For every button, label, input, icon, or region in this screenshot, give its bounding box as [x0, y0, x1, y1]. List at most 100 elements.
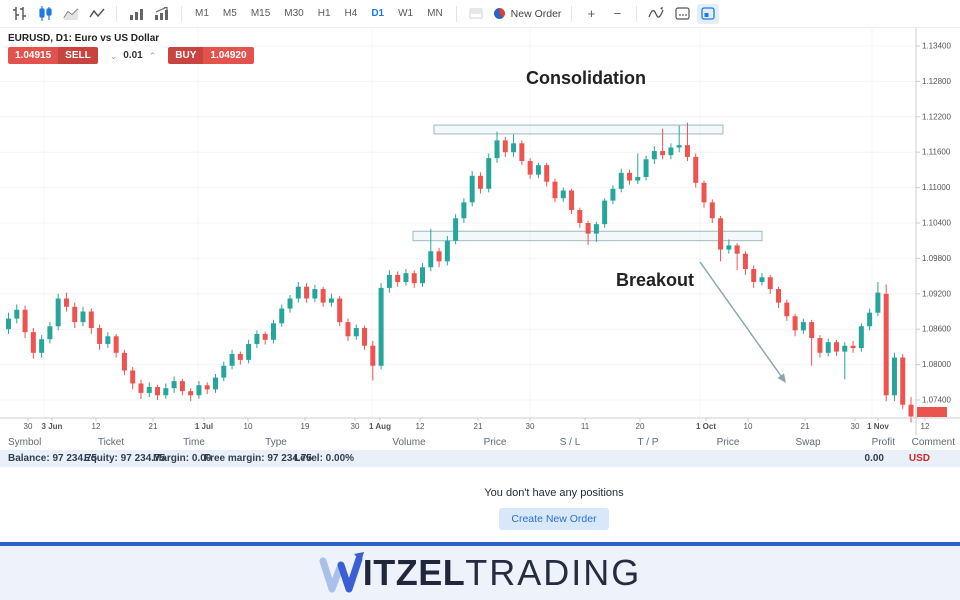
profit-currency: USD	[908, 453, 930, 464]
line-chart-icon[interactable]	[60, 4, 82, 24]
candle-body	[676, 145, 682, 148]
candle-body	[577, 210, 583, 223]
candle-body	[320, 289, 326, 303]
volume-bars-icon[interactable]	[125, 4, 147, 24]
candlestick-chart[interactable]: 1.13400 1.12800 1.12200 1.11600 1.11000 1.104…	[0, 28, 960, 435]
candle-body	[560, 190, 566, 199]
sell-button[interactable]: SELL	[58, 47, 98, 64]
date-label: 10	[244, 422, 253, 431]
candle-body	[709, 202, 715, 219]
candle-body	[593, 224, 599, 234]
timeframe-button-H4[interactable]: H4	[344, 8, 358, 19]
balance-item: Balance: 97 234.75	[8, 453, 97, 464]
price-label: 1.12200	[922, 112, 951, 121]
breakout-arrowhead	[777, 373, 786, 383]
candle-body	[742, 253, 748, 270]
candle-body	[469, 175, 475, 203]
date-label: 30	[526, 422, 535, 431]
chart-area[interactable]: 1.13400 1.12800 1.12200 1.11600 1.11000 1.104…	[0, 28, 960, 435]
candle-body	[395, 274, 401, 282]
candle-body	[825, 342, 831, 353]
timeframe-button-D1[interactable]: D1	[371, 8, 385, 19]
market-depth-icon[interactable]	[697, 3, 720, 24]
timeframe-button-MN[interactable]: MN	[427, 8, 443, 19]
zoom-out-button[interactable]: −	[613, 6, 622, 21]
column-header-tp: T / P	[637, 437, 659, 448]
candle-body	[171, 381, 177, 389]
zoom-in-button[interactable]: +	[587, 6, 596, 21]
candle-body	[444, 240, 450, 262]
candle-body	[328, 298, 334, 303]
zigzag-line-icon[interactable]	[86, 4, 108, 24]
candle-body	[602, 200, 608, 225]
candle-body	[792, 316, 798, 331]
column-header-time: Time	[183, 437, 205, 448]
volume-increase-chevron-icon[interactable]: ⌃	[148, 50, 157, 61]
candle-body	[179, 381, 185, 392]
price-label: 1.09800	[922, 254, 951, 263]
current-price-tag	[917, 407, 947, 417]
date-label: 1 Oct	[696, 422, 716, 431]
candle-body	[461, 202, 467, 219]
volume-decrease-chevron-icon[interactable]: ⌄	[109, 50, 118, 61]
candle-body	[72, 306, 78, 323]
candle-body	[908, 404, 914, 417]
timeframe-button-M1[interactable]: M1	[195, 8, 209, 19]
chart-window-icon[interactable]	[465, 4, 487, 24]
indicators-icon[interactable]	[645, 4, 667, 24]
new-order-button[interactable]: New Order	[492, 7, 562, 20]
candle-body	[403, 273, 409, 282]
annotation-breakout: Breakout	[616, 270, 694, 290]
top-toolbar: M1 M5 M15 M30 H1 H4 D1 W1 MN New Order + −	[0, 0, 960, 28]
date-label: 19	[301, 422, 310, 431]
candle-body	[337, 298, 343, 323]
resistance-zone[interactable]	[433, 124, 724, 135]
date-label: 1 Jul	[195, 422, 213, 431]
volume-trend-icon[interactable]	[151, 4, 173, 24]
toolbar-separator	[116, 5, 117, 22]
date-label: 21	[801, 422, 810, 431]
logo-w-arrow-icon	[319, 552, 364, 593]
sell-price[interactable]: 1.04915	[8, 47, 59, 64]
timeframe-button-H1[interactable]: H1	[317, 8, 331, 19]
timeframe-button-M15[interactable]: M15	[250, 8, 271, 19]
new-order-label: New Order	[510, 7, 562, 20]
candle-body	[519, 143, 525, 162]
calendar-icon[interactable]	[671, 4, 693, 24]
candle-body	[155, 387, 161, 396]
account-balance-bar: 0.00 USD Balance: 97 234.75 Equity: 97 23…	[0, 450, 960, 467]
candle-body	[196, 385, 202, 396]
candle-body	[188, 391, 194, 396]
ohlc-bars-chart-icon[interactable]	[8, 4, 30, 24]
candle-body	[6, 318, 11, 330]
candle-body	[684, 145, 690, 157]
candle-body	[718, 218, 724, 250]
date-label: 20	[636, 422, 645, 431]
candle-body	[254, 333, 260, 344]
buy-button[interactable]: BUY	[168, 47, 204, 64]
date-label: 30	[351, 422, 360, 431]
create-new-order-button[interactable]: Create New Order	[499, 508, 609, 530]
candle-body	[693, 156, 699, 183]
candlestick-chart-icon[interactable]	[34, 4, 56, 24]
candle-body	[585, 223, 591, 234]
candle-body	[850, 345, 856, 349]
candle-body	[138, 383, 144, 393]
candle-body	[221, 365, 227, 378]
timeframe-button-W1[interactable]: W1	[398, 8, 414, 19]
column-header-price: Price	[483, 437, 507, 448]
timeframe-button-M30[interactable]: M30	[284, 8, 304, 19]
timeframe-button-M5[interactable]: M5	[222, 8, 237, 19]
column-header-sl: S / L	[559, 437, 581, 448]
footer-divider	[0, 542, 960, 546]
breakout-arrow	[699, 261, 784, 379]
candle-body	[552, 181, 558, 199]
buy-price[interactable]: 1.04920	[203, 47, 254, 64]
date-label: 12	[416, 422, 425, 431]
candle-body	[477, 175, 483, 189]
candle-body	[751, 269, 757, 282]
candle-body	[875, 292, 881, 313]
candle-body	[527, 161, 533, 175]
volume-input[interactable]: 0.01	[123, 50, 143, 61]
candle-body	[370, 345, 376, 366]
